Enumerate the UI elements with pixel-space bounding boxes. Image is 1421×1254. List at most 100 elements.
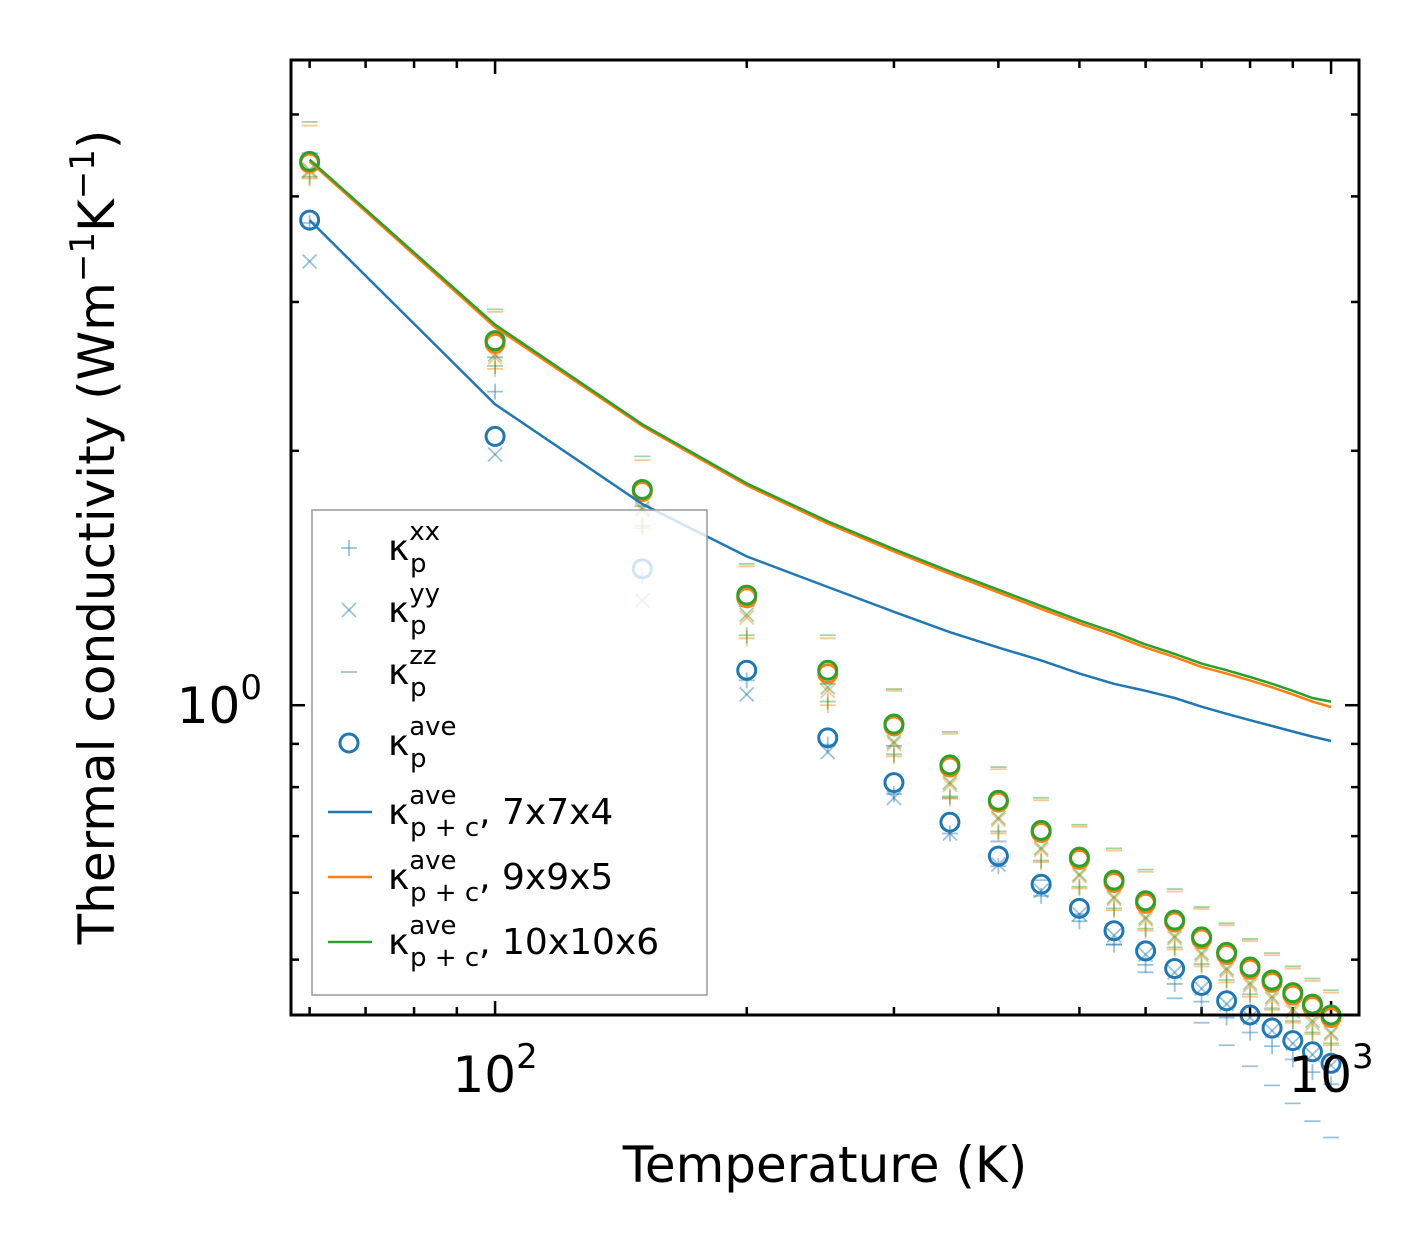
data-point-b (739, 606, 755, 623)
data-point (1137, 920, 1154, 937)
data-point (1323, 1076, 1340, 1093)
data-point-a (1167, 930, 1183, 946)
data-point-a (990, 812, 1007, 828)
data-point-a (1106, 889, 1122, 905)
y-tick-label-base: 10 (177, 677, 241, 735)
data-point (987, 845, 1009, 867)
data-point-b (739, 609, 755, 626)
legend-label: κzz p (388, 641, 437, 703)
data-point (1167, 930, 1183, 946)
legend-entry: κave p + c, 7x7x4 (328, 781, 613, 843)
series-line--p-c-ave-10x10x6 (308, 158, 1332, 703)
data-point (1167, 928, 1183, 944)
data-point (987, 789, 1009, 811)
data-point-a (739, 686, 755, 703)
data-point (1071, 868, 1088, 884)
data-point (942, 777, 958, 793)
y-tick-label-exp: 0 (240, 668, 262, 708)
data-point-a (820, 683, 836, 699)
series--p-xx-10x10x6 (301, 168, 1340, 1052)
legend-label: κyy p (388, 579, 440, 641)
data-point (886, 790, 902, 806)
legend-symbol: κ (388, 652, 409, 693)
data-point (1068, 897, 1090, 919)
data-point-a (942, 777, 958, 793)
data-point (820, 683, 836, 699)
data-point (1033, 840, 1049, 856)
data-point (885, 746, 902, 763)
legend-superscript: ave (409, 846, 456, 876)
data-point-a (1167, 928, 1183, 944)
data-point-a (1264, 991, 1280, 1007)
data-point (1137, 911, 1154, 927)
data-point (1193, 993, 1210, 1010)
data-point (484, 425, 506, 447)
data-point-a (1218, 963, 1235, 979)
legend-suffix: , 7x7x4 (479, 792, 613, 833)
data-point (1103, 920, 1125, 942)
data-point-b (990, 812, 1007, 828)
data-point (886, 734, 902, 750)
legend-subscript: p (410, 549, 427, 579)
data-point-a (1193, 945, 1210, 961)
y-axis-label-base: Thermal conductivity (Wm (68, 282, 126, 945)
data-point (736, 659, 758, 681)
legend-superscript: xx (409, 517, 440, 547)
legend-symbol: κ (388, 857, 409, 898)
data-point-a (1323, 1024, 1339, 1041)
series--p-ave-7x7x4 (299, 209, 1342, 1074)
data-point (1301, 1041, 1323, 1063)
data-point-b (1323, 1024, 1339, 1041)
data-point (1218, 974, 1235, 991)
data-point (1193, 956, 1210, 973)
plot-frame (289, 58, 1361, 1017)
legend-subscript: p (410, 611, 427, 641)
data-point-b (990, 810, 1007, 826)
data-point (1033, 854, 1050, 871)
data-point (1193, 947, 1210, 963)
y-axis-label-exp2: −1 (63, 149, 103, 199)
y-tick-label: 100 (177, 668, 262, 735)
data-point (1301, 993, 1323, 1015)
legend-marker-x (341, 602, 357, 618)
data-point (1071, 866, 1088, 882)
data-point-b (301, 253, 318, 270)
legend-entry: κxx p (341, 517, 440, 579)
legend-suffix: , 9x9x5 (479, 857, 613, 898)
data-point-a (1242, 977, 1258, 994)
data-point (939, 754, 961, 776)
data-point (1323, 1037, 1340, 1054)
legend-subscript: p + c (410, 878, 479, 908)
data-point (1304, 1064, 1321, 1081)
data-point-b (1106, 927, 1122, 944)
data-point (1191, 974, 1213, 996)
data-point (1033, 883, 1049, 899)
data-point (990, 812, 1007, 828)
data-point (817, 727, 839, 749)
data-point-a (1033, 883, 1049, 899)
data-point-b (1033, 842, 1049, 858)
data-point (1304, 1024, 1321, 1041)
y-axis-label-end: ) (68, 130, 126, 150)
y-axis-label: Thermal conductivity (Wm−1K−1) (63, 130, 126, 946)
legend-suffix: , 10x10x6 (479, 922, 659, 963)
data-point-b (1071, 906, 1088, 922)
data-point (739, 686, 755, 703)
data-point (484, 330, 506, 352)
data-point-b (886, 790, 902, 806)
data-point-a (1137, 911, 1154, 927)
data-point-a (301, 253, 318, 270)
data-point (487, 383, 504, 400)
data-point (1264, 991, 1280, 1007)
data-point (738, 627, 755, 644)
data-point (1137, 909, 1154, 926)
data-point (820, 744, 836, 760)
data-point (739, 606, 755, 623)
data-point-b (886, 734, 902, 750)
legend-subscript: p (410, 744, 427, 774)
data-point (1242, 986, 1259, 1003)
data-point (739, 609, 755, 626)
data-point-b (487, 446, 503, 463)
data-point (1218, 1009, 1235, 1026)
